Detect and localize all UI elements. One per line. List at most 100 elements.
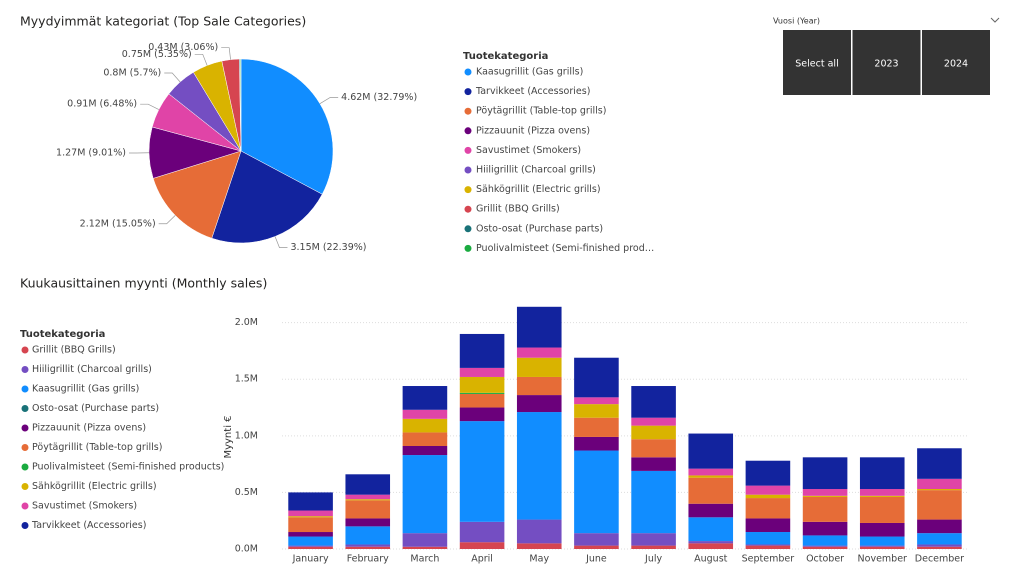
bar-segment xyxy=(631,533,676,546)
bar-segment xyxy=(859,522,905,537)
data-label: 3.15M (22.39%) xyxy=(290,242,366,253)
x-tick-label: February xyxy=(347,554,389,565)
data-label: 0.91M (6.48%) xyxy=(67,99,137,110)
legend-label: Osto-osat (Purchase parts) xyxy=(476,223,603,234)
x-tick-label: March xyxy=(410,554,439,565)
bar-segment xyxy=(917,544,962,547)
slicer-button-label[interactable]: Select all xyxy=(795,59,838,70)
bar-segment xyxy=(345,544,391,547)
bar-segment xyxy=(402,386,448,410)
x-tick-label: January xyxy=(292,554,329,565)
bar-segment xyxy=(574,545,619,549)
slicer-chevron[interactable] xyxy=(990,17,1000,23)
bar-segment xyxy=(288,546,333,549)
legend-marker xyxy=(464,68,472,76)
legend-label: Savustimet (Smokers) xyxy=(476,145,581,156)
bar-segment xyxy=(802,489,848,496)
bar-segment xyxy=(802,495,848,497)
legend-label: Osto-osat (Purchase parts) xyxy=(32,403,159,414)
bar-segment xyxy=(516,543,562,549)
bar-segment xyxy=(574,397,619,405)
bar-segment xyxy=(859,457,905,490)
legend-label: Hiiligrillit (Charcoal grills) xyxy=(32,364,152,375)
bar-title: Kuukausittainen myynti (Monthly sales) xyxy=(20,276,267,291)
x-tick-label: May xyxy=(529,554,549,565)
bar-segment xyxy=(631,470,676,534)
bar-segment xyxy=(402,418,448,433)
legend-label: Pöytägrillit (Table-top grills) xyxy=(476,106,606,117)
bar-segment xyxy=(459,392,505,394)
legend-marker xyxy=(21,522,29,529)
bar-segment xyxy=(345,494,391,500)
legend-marker xyxy=(464,166,472,174)
data-label: 0.75M (5.35%) xyxy=(122,49,192,60)
bar-segment xyxy=(802,496,848,522)
legend-label: Pöytägrillit (Table-top grills) xyxy=(32,442,162,453)
bar-segment xyxy=(802,521,848,536)
bar-segment xyxy=(402,432,448,447)
pie-slice xyxy=(152,150,242,239)
bar-segment xyxy=(688,541,734,544)
legend-label: Savustimet (Smokers) xyxy=(32,501,137,512)
legend-marker xyxy=(21,483,29,490)
bar-segment xyxy=(688,433,734,469)
data-label: 4.62M (32.79%) xyxy=(341,92,417,103)
bar-segment xyxy=(859,545,905,547)
legend-label: Grillit (BBQ Grills) xyxy=(476,204,560,215)
legend-marker xyxy=(464,244,472,252)
bar-segment xyxy=(917,490,962,520)
bar-segment xyxy=(631,417,676,426)
bar-segment xyxy=(459,367,505,377)
legend-marker xyxy=(21,444,29,451)
bar-segment xyxy=(917,519,962,534)
legend-marker xyxy=(464,146,472,154)
bar-segment xyxy=(917,448,962,479)
bar-segment xyxy=(574,417,619,437)
legend-marker xyxy=(21,385,29,393)
bar-segment xyxy=(459,376,505,393)
slicer-button[interactable] xyxy=(922,30,990,95)
bar-segment xyxy=(859,495,905,497)
x-tick-label: October xyxy=(806,554,844,565)
slicer-button[interactable] xyxy=(783,30,851,95)
bar-segment xyxy=(459,421,505,522)
bar-segment xyxy=(745,460,791,486)
legend-label: Tarvikkeet (Accessories) xyxy=(31,520,146,531)
bar-segment xyxy=(459,521,505,543)
leader-line xyxy=(194,53,208,66)
x-tick-label: September xyxy=(742,554,795,565)
bar-segment xyxy=(802,546,848,549)
slicer-button-label[interactable]: 2024 xyxy=(944,59,968,70)
legend-label: Pizzauunit (Pizza ovens) xyxy=(32,423,146,434)
legend-marker xyxy=(21,424,29,432)
legend-label: Kaasugrillit (Gas grills) xyxy=(476,67,583,78)
pie-title: Myydyimmät kategoriat (Top Sale Categori… xyxy=(20,14,306,29)
bar-segment xyxy=(917,533,962,545)
bar-segment xyxy=(745,545,791,549)
legend-marker xyxy=(21,405,29,412)
leader-line xyxy=(221,47,231,60)
bar-segment xyxy=(516,376,562,396)
leader-line xyxy=(319,97,339,104)
slicer-button-label[interactable]: 2023 xyxy=(874,59,898,70)
bar-segment xyxy=(745,532,791,545)
legend-marker xyxy=(464,88,472,96)
bar-segment xyxy=(516,357,562,377)
bar-segment xyxy=(516,412,562,520)
pie-slice xyxy=(211,150,323,244)
bar-segment xyxy=(745,485,791,495)
bar-segment xyxy=(402,455,448,534)
y-axis-title: Myynti € xyxy=(223,415,234,458)
data-label: 0.8M (5.7%) xyxy=(103,67,161,78)
legend-label: Tarvikkeet (Accessories) xyxy=(475,86,590,97)
bar-segment xyxy=(459,407,505,422)
legend-marker xyxy=(464,205,472,213)
bar-segment xyxy=(802,545,848,547)
slicer-title: Vuosi (Year) xyxy=(773,17,820,26)
bar-segment xyxy=(345,526,391,545)
bar-segment xyxy=(288,532,333,537)
bar-segment xyxy=(631,457,676,471)
bar-segment xyxy=(688,475,734,478)
leader-line xyxy=(164,72,181,83)
slicer-button[interactable] xyxy=(852,30,921,95)
